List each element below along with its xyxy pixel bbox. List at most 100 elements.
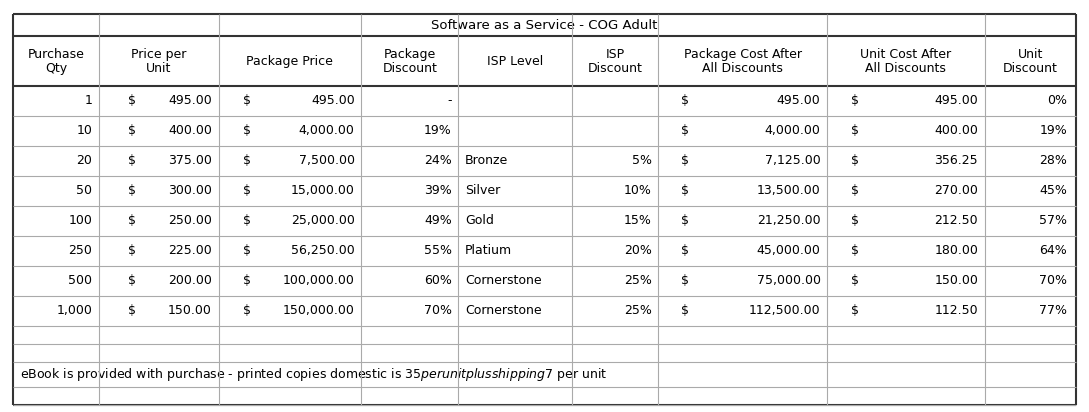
Text: $: $ [129, 124, 136, 137]
Text: $: $ [681, 154, 689, 167]
Text: 75,000.00: 75,000.00 [757, 274, 820, 288]
Text: 200.00: 200.00 [168, 274, 212, 288]
Text: 0%: 0% [1048, 94, 1067, 107]
Text: 21,250.00: 21,250.00 [757, 214, 820, 227]
Text: 150,000.00: 150,000.00 [283, 304, 355, 317]
Text: $: $ [852, 184, 859, 197]
Text: Package Price: Package Price [246, 54, 333, 68]
Text: $: $ [243, 124, 252, 137]
Text: Bronze: Bronze [465, 154, 509, 167]
Text: Platium: Platium [465, 244, 512, 258]
Text: $: $ [852, 214, 859, 227]
Text: 55%: 55% [424, 244, 452, 258]
Text: Unit Cost After: Unit Cost After [860, 48, 952, 61]
Text: Silver: Silver [465, 184, 500, 197]
Text: $: $ [129, 184, 136, 197]
Text: 10: 10 [76, 124, 93, 137]
Text: 70%: 70% [1039, 274, 1067, 288]
Text: 100,000.00: 100,000.00 [283, 274, 355, 288]
Text: $: $ [681, 124, 689, 137]
Text: 49%: 49% [424, 214, 452, 227]
Text: 7,500.00: 7,500.00 [298, 154, 355, 167]
Text: 100: 100 [69, 214, 93, 227]
Text: $: $ [681, 94, 689, 107]
Text: 4,000.00: 4,000.00 [764, 124, 820, 137]
Text: 56,250.00: 56,250.00 [291, 244, 355, 258]
Text: Discount: Discount [1003, 61, 1057, 75]
Text: 50: 50 [76, 184, 93, 197]
Text: $: $ [852, 244, 859, 258]
Text: $: $ [129, 154, 136, 167]
Text: $: $ [852, 304, 859, 317]
Text: 150.00: 150.00 [168, 304, 212, 317]
Text: 15,000.00: 15,000.00 [291, 184, 355, 197]
Text: ISP: ISP [605, 48, 625, 61]
Text: 45%: 45% [1039, 184, 1067, 197]
Text: $: $ [243, 94, 252, 107]
Text: $: $ [129, 244, 136, 258]
Text: 70%: 70% [424, 304, 452, 317]
Text: $: $ [129, 94, 136, 107]
Text: 25%: 25% [624, 274, 651, 288]
Text: eBook is provided with purchase - printed copies domestic is $35 per unit plus s: eBook is provided with purchase - printe… [20, 366, 607, 383]
Text: 150.00: 150.00 [934, 274, 978, 288]
Text: 57%: 57% [1039, 214, 1067, 227]
Text: Discount: Discount [588, 61, 643, 75]
Text: $: $ [681, 214, 689, 227]
Text: $: $ [129, 214, 136, 227]
Text: $: $ [243, 274, 252, 288]
Text: 20%: 20% [624, 244, 651, 258]
Text: 250.00: 250.00 [168, 214, 212, 227]
Text: 500: 500 [69, 274, 93, 288]
Text: Price per: Price per [131, 48, 186, 61]
Text: Unit: Unit [1017, 48, 1043, 61]
Text: $: $ [681, 244, 689, 258]
Text: Purchase: Purchase [27, 48, 84, 61]
Text: Cornerstone: Cornerstone [465, 274, 541, 288]
Text: 25%: 25% [624, 304, 651, 317]
Text: 13,500.00: 13,500.00 [757, 184, 820, 197]
Text: 4,000.00: 4,000.00 [298, 124, 355, 137]
Text: 495.00: 495.00 [169, 94, 212, 107]
Text: $: $ [681, 304, 689, 317]
Text: Qty: Qty [45, 61, 66, 75]
Text: 495.00: 495.00 [934, 94, 978, 107]
Text: 495.00: 495.00 [776, 94, 820, 107]
Text: $: $ [852, 274, 859, 288]
Text: Package: Package [383, 48, 436, 61]
Text: $: $ [852, 154, 859, 167]
Text: -: - [448, 94, 452, 107]
Text: $: $ [243, 244, 252, 258]
Text: 112,500.00: 112,500.00 [749, 304, 820, 317]
Text: Unit: Unit [146, 61, 171, 75]
Text: $: $ [243, 154, 252, 167]
Text: $: $ [681, 184, 689, 197]
Text: 28%: 28% [1039, 154, 1067, 167]
Text: 39%: 39% [424, 184, 452, 197]
Text: 356.25: 356.25 [934, 154, 978, 167]
Text: $: $ [243, 184, 252, 197]
Text: 77%: 77% [1039, 304, 1067, 317]
Text: 7,125.00: 7,125.00 [764, 154, 820, 167]
Text: 24%: 24% [424, 154, 452, 167]
Text: $: $ [243, 214, 252, 227]
Text: $: $ [129, 274, 136, 288]
Text: Package Cost After: Package Cost After [684, 48, 802, 61]
Text: 1: 1 [84, 94, 93, 107]
Text: 60%: 60% [424, 274, 452, 288]
Text: 10%: 10% [624, 184, 651, 197]
Text: Software as a Service - COG Adult: Software as a Service - COG Adult [431, 19, 658, 32]
Text: 64%: 64% [1040, 244, 1067, 258]
Text: $: $ [852, 124, 859, 137]
Text: $: $ [852, 94, 859, 107]
Text: $: $ [243, 304, 252, 317]
Text: Cornerstone: Cornerstone [465, 304, 541, 317]
Text: $: $ [129, 304, 136, 317]
Text: 25,000.00: 25,000.00 [291, 214, 355, 227]
Text: 300.00: 300.00 [168, 184, 212, 197]
Text: 270.00: 270.00 [934, 184, 978, 197]
Text: 400.00: 400.00 [934, 124, 978, 137]
Text: Discount: Discount [382, 61, 437, 75]
Text: 212.50: 212.50 [934, 214, 978, 227]
Text: 45,000.00: 45,000.00 [757, 244, 820, 258]
